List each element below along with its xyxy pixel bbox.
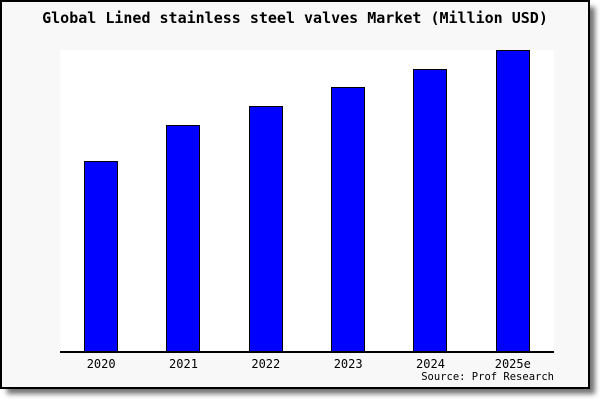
bar-2022 (248, 106, 283, 351)
bar-slot (472, 50, 554, 351)
x-tick-label-2024: 2024 (416, 357, 445, 371)
chart-card: Global Lined stainless steel valves Mark… (0, 0, 590, 389)
source-text: Source: Prof Research (421, 371, 554, 383)
bar-2025e (495, 50, 530, 351)
bar-2021 (166, 124, 201, 351)
bar-slot (389, 50, 471, 351)
bar-2024 (413, 68, 448, 351)
bar-2020 (84, 161, 119, 351)
x-axis-labels: 2020 2021 2022 2023 2024 2025e (60, 357, 554, 371)
bars-container (60, 50, 554, 351)
x-tick-label-2020: 2020 (86, 357, 116, 371)
x-tick-label-2022: 2022 (251, 357, 281, 371)
plot-area (60, 50, 554, 353)
x-tick-label-2021: 2021 (169, 357, 198, 371)
bar-slot (142, 50, 224, 351)
bar-slot (225, 50, 307, 351)
bar-slot (307, 50, 389, 351)
bar-2023 (331, 87, 366, 351)
chart-title: Global Lined stainless steel valves Mark… (42, 9, 548, 27)
bar-slot (60, 50, 142, 351)
x-tick-label-2023: 2023 (333, 357, 363, 371)
x-tick-label-2025e: 2025e (494, 357, 531, 371)
